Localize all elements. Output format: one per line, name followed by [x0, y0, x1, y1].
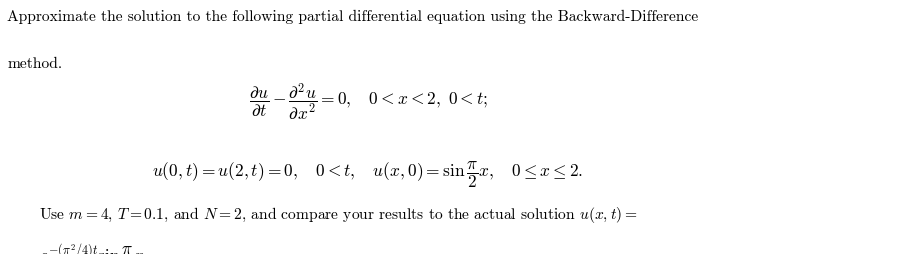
Text: Use $m = 4$, $T = 0.1$, and $N = 2$, and compare your results to the actual solu: Use $m = 4$, $T = 0.1$, and $N = 2$, and…	[39, 204, 638, 224]
Text: $e^{-(\pi^2/4)t} \sin \dfrac{\pi}{2}x$.: $e^{-(\pi^2/4)t} \sin \dfrac{\pi}{2}x$.	[39, 241, 149, 254]
Text: Approximate the solution to the following partial differential equation using th: Approximate the solution to the followin…	[7, 10, 699, 24]
Text: $\dfrac{\partial u}{\partial t} - \dfrac{\partial^2 u}{\partial x^2} = 0, \quad : $\dfrac{\partial u}{\partial t} - \dfrac…	[249, 81, 488, 122]
Text: $u(0, t) = u(2, t) = 0, \quad 0 < t, \quad u(x, 0) = \sin\dfrac{\pi}{2}x, \quad : $u(0, t) = u(2, t) = 0, \quad 0 < t, \qu…	[152, 159, 583, 189]
Text: method.: method.	[7, 57, 63, 71]
